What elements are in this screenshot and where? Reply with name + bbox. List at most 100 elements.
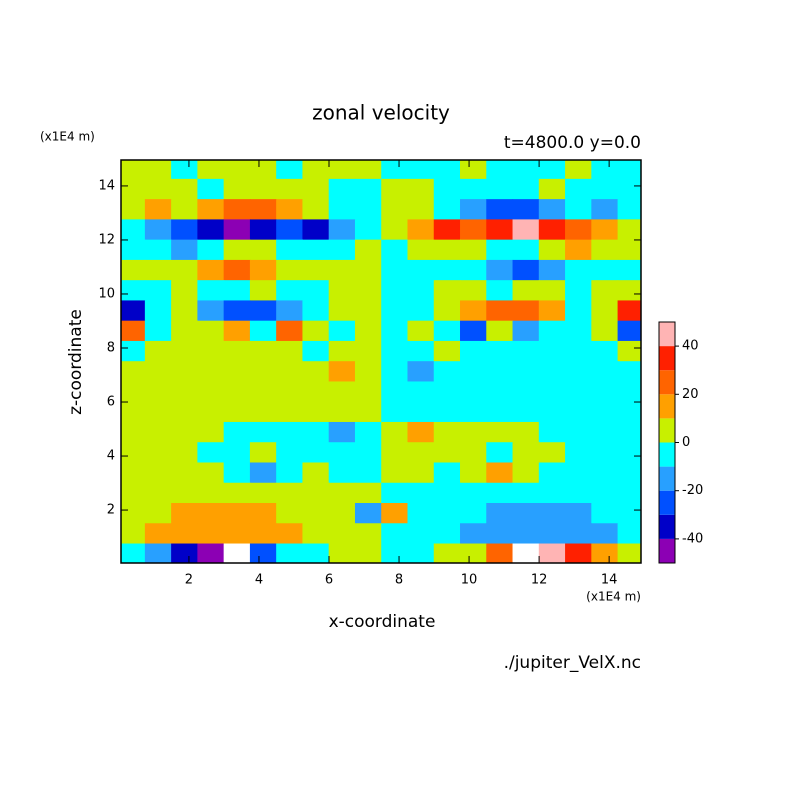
contour-cell — [223, 199, 251, 220]
source-label: ./jupiter_VelX.nc — [504, 653, 641, 673]
contour-cell — [144, 340, 172, 362]
contour-cell — [538, 361, 566, 383]
x-tick-label: 8 — [395, 573, 403, 588]
contour-cell — [328, 280, 356, 302]
contour-cell — [249, 320, 277, 342]
contour-cell — [171, 280, 198, 302]
contour-cell — [144, 259, 172, 281]
contour-cell — [460, 340, 487, 362]
contour-cell — [381, 280, 409, 302]
contour-cell — [433, 543, 461, 563]
contour-cell — [197, 543, 225, 563]
contour-cell — [197, 523, 225, 545]
contour-cell — [144, 381, 172, 403]
contour-cell — [381, 320, 409, 342]
contour-cell — [276, 340, 304, 362]
contour-cell — [460, 421, 487, 443]
contour-cell — [121, 340, 146, 362]
contour-cell — [538, 160, 566, 180]
contour-cell — [617, 219, 641, 241]
contour-cell — [197, 503, 225, 524]
y-tick-label: 2 — [107, 503, 115, 518]
contour-cell — [617, 503, 641, 524]
contour-cell — [486, 320, 514, 342]
contour-cell — [354, 482, 382, 504]
contour-cell — [617, 178, 641, 200]
contour-cell — [460, 523, 487, 545]
contour-cell — [144, 503, 172, 524]
contour-cell — [433, 503, 461, 524]
contour-cell — [121, 482, 146, 504]
contour-cell — [565, 280, 592, 302]
contour-cell — [328, 259, 356, 281]
contour-cell — [512, 361, 540, 383]
contour-cell — [407, 320, 435, 342]
contour-cell — [407, 401, 435, 423]
y-tick-label: 10 — [98, 286, 115, 301]
contour-cell — [276, 320, 304, 342]
contour-cell — [249, 259, 277, 281]
contour-cell — [144, 199, 172, 220]
contour-cell — [121, 421, 146, 443]
contour-cell — [197, 300, 225, 322]
colorbar-band — [659, 514, 675, 539]
contour-cell — [354, 361, 382, 383]
contour-cell — [565, 219, 592, 241]
contour-cell — [433, 199, 461, 220]
contour-cell — [617, 160, 641, 180]
contour-cell — [328, 340, 356, 362]
contour-cell — [591, 503, 619, 524]
contour-cell — [354, 421, 382, 443]
contour-cell — [407, 280, 435, 302]
contour-cell — [460, 219, 487, 241]
contour-cell — [591, 523, 619, 545]
contour-cell — [223, 381, 251, 403]
contour-cell — [512, 259, 540, 281]
contour-cell — [276, 300, 304, 322]
contour-cell — [223, 239, 251, 261]
contour-cell — [171, 421, 198, 443]
contour-cell — [144, 523, 172, 545]
x-tick-label: 4 — [255, 573, 263, 588]
contour-cell — [433, 401, 461, 423]
colorbar-band — [659, 394, 675, 419]
contour-cell — [407, 178, 435, 200]
contour-cell — [223, 280, 251, 302]
contour-cell — [486, 300, 514, 322]
contour-cell — [171, 381, 198, 403]
contour-cell — [486, 543, 514, 563]
contour-cell — [249, 280, 277, 302]
contour-cell — [328, 462, 356, 484]
contour-cell — [433, 462, 461, 484]
contour-cell — [223, 482, 251, 504]
contour-cell — [591, 543, 619, 563]
contour-cell — [407, 503, 435, 524]
contour-cell — [302, 401, 330, 423]
contour-cell — [538, 239, 566, 261]
contour-cell — [302, 482, 330, 504]
contour-cell — [565, 442, 592, 464]
contour-cell — [121, 361, 146, 383]
contour-cell — [354, 543, 382, 563]
contour-cell — [538, 300, 566, 322]
colorbar-band — [659, 322, 675, 347]
contour-cell — [565, 340, 592, 362]
contour-cell — [197, 178, 225, 200]
contour-cell — [171, 442, 198, 464]
contour-cell — [121, 160, 146, 180]
contour-cell — [171, 361, 198, 383]
contour-cell — [223, 401, 251, 423]
contour-cell — [354, 503, 382, 524]
contour-cell — [407, 199, 435, 220]
contour-cell — [538, 381, 566, 403]
contour-cell — [144, 401, 172, 423]
contour-cell — [121, 320, 146, 342]
contour-cell — [407, 160, 435, 180]
contour-cell — [591, 340, 619, 362]
contour-cell — [433, 381, 461, 403]
contour-cell — [276, 523, 304, 545]
contour-cell — [486, 503, 514, 524]
contour-cell — [328, 401, 356, 423]
contour-cell — [276, 381, 304, 403]
contour-cell — [565, 300, 592, 322]
